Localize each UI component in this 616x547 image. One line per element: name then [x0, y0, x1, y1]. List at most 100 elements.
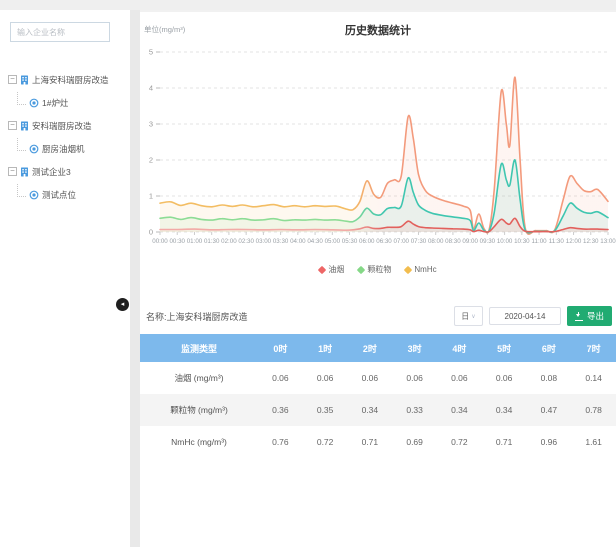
- panel-divider: [130, 10, 140, 547]
- tree-point-node[interactable]: 1#炉灶: [8, 91, 130, 114]
- company-search-input[interactable]: [10, 22, 110, 42]
- value-cell: 0.36: [272, 405, 289, 415]
- monitor-point-icon: [29, 98, 39, 108]
- export-label: 导出: [586, 311, 604, 321]
- value-cell: 0.14: [585, 373, 602, 383]
- value-cell: 0.06: [361, 373, 379, 383]
- company-icon: [20, 167, 29, 177]
- svg-text:12:30: 12:30: [583, 238, 599, 245]
- svg-text:00:00: 00:00: [152, 238, 168, 245]
- table-row: 油烟 (mg/m³) 0.06 0.06 0.06 0.06 0.06 0.06 0.08 0.…: [140, 362, 616, 394]
- tree-company-node[interactable]: − 安科瑞厨房改造: [8, 114, 130, 137]
- tree-company-node[interactable]: − 测试企业3: [8, 160, 130, 183]
- history-line-chart: 0 1 2 3 4 5 00:00 00:30 01:00 01:30 02:00 02:30 03:0…: [149, 48, 616, 246]
- table-row: 颗粒物 (mg/m³) 0.36 0.35 0.34 0.33 0.34 0.34 0.47 0…: [140, 394, 616, 426]
- value-cell: 0.96: [540, 437, 558, 447]
- hourly-data-table: 监测类型 0时 1时 2时 3时 4时 5时 6时 7时 油烟 (mg/m³) 0.06 0.06 0.…: [140, 334, 616, 458]
- value-cell: 0.06: [272, 373, 289, 383]
- row-label-cell: NmHc (mg/m³): [171, 437, 227, 447]
- value-cell: 0.06: [316, 373, 334, 383]
- period-select[interactable]: 日 ∨: [453, 306, 483, 326]
- table-header-cell: 3时: [392, 334, 437, 362]
- value-cell: 1.61: [585, 437, 602, 447]
- value-cell: 0.34: [451, 405, 468, 415]
- svg-text:2: 2: [149, 156, 153, 165]
- svg-text:05:00: 05:00: [325, 238, 341, 245]
- tree-collapse-toggle-icon[interactable]: −: [8, 121, 17, 130]
- tree-point-node[interactable]: 厨房油烟机: [8, 137, 130, 160]
- svg-text:10:30: 10:30: [514, 238, 530, 245]
- monitor-point-icon: [29, 144, 39, 154]
- svg-text:06:30: 06:30: [376, 238, 392, 245]
- svg-text:07:00: 07:00: [393, 238, 409, 245]
- svg-text:09:30: 09:30: [480, 238, 496, 245]
- legend-item[interactable]: 颗粒物: [357, 264, 391, 275]
- point-label: 1#炉灶: [42, 97, 69, 108]
- row-label-cell: 颗粒物 (mg/m³): [170, 405, 228, 415]
- value-cell: 0.76: [272, 437, 289, 447]
- svg-text:08:30: 08:30: [445, 238, 461, 245]
- table-header-cell: 0时: [258, 334, 303, 362]
- value-cell: 0.71: [495, 437, 513, 447]
- svg-text:03:00: 03:00: [256, 238, 272, 245]
- svg-text:00:30: 00:30: [169, 238, 185, 245]
- legend-marker-icon: [357, 265, 366, 274]
- table-header-cell: 1时: [302, 334, 348, 362]
- svg-text:3: 3: [149, 120, 153, 129]
- date-input[interactable]: [488, 307, 561, 325]
- period-select-value: 日: [461, 311, 470, 321]
- tree-connector: [17, 184, 26, 197]
- svg-text:0: 0: [149, 228, 153, 237]
- svg-text:04:00: 04:00: [290, 238, 306, 245]
- tree-collapse-toggle-icon[interactable]: −: [8, 167, 17, 176]
- company-label: 测试企业3: [32, 166, 71, 177]
- company-icon: [20, 75, 29, 85]
- svg-text:02:00: 02:00: [221, 238, 237, 245]
- svg-text:09:00: 09:00: [462, 238, 478, 245]
- svg-text:13:00: 13:00: [600, 238, 616, 245]
- value-cell: 0.06: [495, 373, 513, 383]
- table-header-cell: 监测类型: [140, 334, 258, 362]
- svg-text:10:00: 10:00: [497, 238, 513, 245]
- svg-text:01:30: 01:30: [204, 238, 220, 245]
- chart-unit-label: 单位(mg/m³): [144, 25, 186, 34]
- chevron-left-icon: ◂: [120, 301, 125, 308]
- legend-item[interactable]: NmHc: [404, 265, 437, 274]
- legend-label: 油烟: [328, 265, 345, 274]
- value-cell: 0.08: [540, 373, 558, 383]
- export-button[interactable]: 导出: [566, 306, 612, 326]
- value-cell: 0.72: [316, 437, 334, 447]
- sidebar-collapse-button[interactable]: ◂: [116, 298, 129, 311]
- svg-text:06:00: 06:00: [359, 238, 375, 245]
- value-cell: 0.33: [406, 405, 423, 415]
- svg-text:01:00: 01:00: [187, 238, 203, 245]
- value-cell: 0.72: [451, 437, 468, 447]
- monitor-point-icon: [29, 190, 39, 200]
- top-strip: [0, 0, 616, 10]
- table-header-cell: 2时: [347, 334, 393, 362]
- svg-text:11:30: 11:30: [549, 238, 565, 245]
- chevron-down-icon: ∨: [471, 313, 476, 320]
- download-icon: [574, 311, 583, 321]
- legend-marker-icon: [318, 265, 327, 274]
- value-cell: 0.35: [316, 405, 334, 415]
- main-panel: 单位(mg/m³) 历史数据统计 0 1 2 3 4 5 00:00 00:30 01:00 01…: [140, 12, 616, 547]
- svg-text:4: 4: [149, 84, 153, 93]
- value-cell: 0.06: [451, 373, 468, 383]
- tree-company-node[interactable]: − 上海安科瑞厨房改造: [8, 68, 130, 91]
- value-cell: 0.71: [361, 437, 379, 447]
- company-label: 上海安科瑞厨房改造: [32, 74, 109, 85]
- svg-text:04:30: 04:30: [307, 238, 323, 245]
- legend-item[interactable]: 油烟: [318, 264, 345, 275]
- row-label-cell: 油烟 (mg/m³): [174, 373, 224, 383]
- table-header-cell: 7时: [571, 334, 616, 362]
- tree-point-node[interactable]: 测试点位: [8, 183, 130, 206]
- svg-text:07:30: 07:30: [411, 238, 427, 245]
- svg-text:03:30: 03:30: [273, 238, 289, 245]
- value-cell: 0.34: [495, 405, 513, 415]
- tree-collapse-toggle-icon[interactable]: −: [8, 75, 17, 84]
- chart-title: 历史数据统计: [345, 25, 411, 37]
- company-tree: − 上海安科瑞厨房改造 1#炉灶 − 安科瑞厨房改造 厨房油烟机 − 测试企业3 测试点位: [8, 68, 130, 206]
